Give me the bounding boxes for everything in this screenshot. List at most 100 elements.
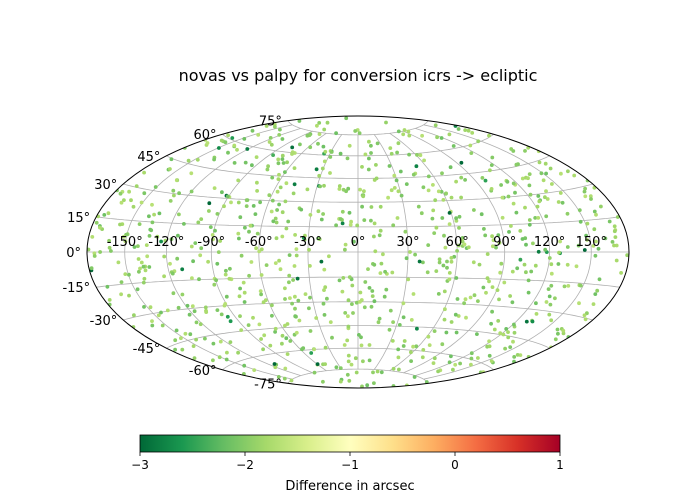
data-point: [440, 216, 445, 220]
data-point: [492, 327, 497, 332]
data-point: [599, 204, 603, 209]
data-point: [163, 238, 168, 243]
data-point: [447, 132, 452, 137]
data-point: [225, 314, 230, 319]
data-point: [342, 343, 347, 347]
data-point: [612, 229, 617, 234]
data-point: [286, 219, 291, 224]
data-point: [433, 123, 438, 128]
data-point: [490, 285, 495, 289]
data-point: [340, 289, 345, 294]
data-point: [193, 241, 198, 246]
data-point: [247, 273, 252, 278]
data-point: [463, 128, 468, 133]
data-point: [401, 344, 406, 348]
data-point: [269, 142, 274, 147]
lon-tick-label: 120°: [534, 235, 565, 250]
longitude-tick-labels: -150° -120° -90° -60° -30° 0° 30° 60° 90° 120° 150…: [107, 235, 607, 250]
data-point: [215, 308, 220, 312]
data-point: [614, 243, 619, 248]
data-point: [107, 238, 111, 243]
data-point: [303, 233, 307, 238]
data-point: [413, 252, 417, 257]
data-point: [349, 219, 353, 224]
lat-tick-label: -45°: [133, 342, 161, 357]
data-point: [217, 355, 222, 360]
data-point: [294, 330, 299, 335]
lon-tick-label: -150°: [107, 235, 143, 250]
data-point: [297, 119, 302, 123]
data-point: [132, 313, 136, 318]
data-point: [142, 305, 146, 309]
data-point: [293, 314, 298, 319]
data-point: [224, 357, 229, 362]
data-point: [369, 143, 373, 148]
data-point: [208, 225, 213, 230]
data-point: [427, 343, 432, 347]
data-point: [550, 182, 554, 186]
data-point: [398, 169, 403, 174]
data-point: [513, 190, 517, 195]
data-point: [523, 205, 527, 210]
data-point: [321, 212, 325, 216]
data-point: [377, 316, 382, 321]
data-point: [362, 218, 367, 223]
data-point: [527, 222, 532, 227]
data-point: [414, 164, 419, 169]
lon-grid-line: [423, 124, 592, 380]
lat-tick-label: 0°: [66, 246, 81, 261]
data-point: [359, 335, 363, 340]
data-point: [397, 323, 402, 327]
data-point: [469, 351, 474, 356]
colorbar-tick-label: 0: [451, 458, 459, 472]
data-point: [533, 263, 538, 268]
data-point: [205, 141, 210, 145]
data-point: [284, 226, 289, 231]
data-point: [203, 336, 207, 341]
data-point: [367, 139, 371, 144]
data-point: [544, 214, 549, 219]
data-point: [102, 213, 107, 217]
data-point: [585, 238, 589, 242]
data-point: [374, 163, 378, 167]
data-point: [408, 250, 412, 254]
data-point: [136, 244, 140, 249]
data-point: [426, 174, 431, 179]
data-point: [417, 259, 422, 264]
data-point: [435, 135, 439, 140]
data-point: [524, 319, 529, 324]
data-point: [534, 301, 538, 306]
data-point: [458, 361, 462, 366]
data-point: [426, 243, 431, 248]
data-point: [526, 290, 531, 295]
lat-tick-label: 60°: [193, 128, 216, 143]
data-point: [582, 189, 587, 194]
data-point: [343, 242, 348, 247]
data-point: [288, 296, 292, 300]
data-point: [266, 164, 270, 169]
data-point: [483, 178, 488, 183]
data-point: [192, 356, 197, 360]
data-point: [359, 343, 364, 348]
data-point: [276, 161, 281, 166]
data-point: [389, 151, 394, 156]
data-point: [411, 344, 415, 349]
data-point: [230, 136, 235, 140]
data-point: [386, 195, 390, 200]
data-point: [350, 283, 355, 288]
data-point: [556, 331, 560, 336]
data-point: [337, 278, 342, 283]
data-point: [432, 329, 437, 333]
data-point: [98, 225, 102, 230]
data-point: [367, 156, 371, 161]
data-point: [198, 253, 203, 258]
data-point: [297, 318, 302, 323]
data-point: [155, 234, 160, 239]
data-point: [451, 144, 456, 148]
data-point: [118, 222, 122, 227]
data-point: [593, 253, 598, 258]
data-point: [337, 184, 342, 188]
data-point: [243, 225, 247, 230]
data-point: [290, 301, 294, 306]
data-point: [431, 208, 436, 213]
